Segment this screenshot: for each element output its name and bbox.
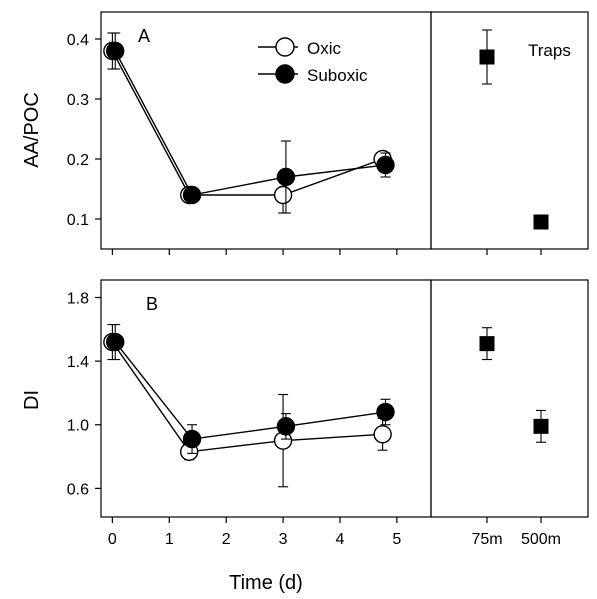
panel-a-oxic-point <box>273 185 293 205</box>
trap-category-label: 75m <box>471 531 502 548</box>
panel-b-suboxic-point <box>276 417 296 436</box>
legend-oxic-label: Oxic <box>307 39 342 58</box>
traps-title: Traps <box>528 41 571 60</box>
panel-a-trap-point <box>479 49 495 65</box>
panel-a-suboxic-point <box>276 167 296 187</box>
panel-b-y-axis-label: DI <box>21 390 43 410</box>
x-tick-label: 4 <box>336 531 345 548</box>
panel-a-trap-point <box>533 214 549 230</box>
x-tick-label: 0 <box>108 531 117 548</box>
panel-b-y-tick-label: 0.6 <box>67 481 89 498</box>
x-tick-label: 1 <box>165 531 174 548</box>
legend-suboxic-label: Suboxic <box>307 66 368 85</box>
panel-a-oxic-line <box>111 50 383 196</box>
trap-category-label: 500m <box>521 531 561 548</box>
panel-b-oxic-line <box>111 341 383 453</box>
panel-a-y-tick-label: 0.2 <box>67 152 89 169</box>
panel-b-y-tick-label: 1.4 <box>67 354 89 371</box>
panel-b-y-tick-label: 1.0 <box>67 418 89 435</box>
panel-b-plot-frame <box>100 279 432 518</box>
legend-suboxic-marker <box>275 64 295 84</box>
x-tick-label: 3 <box>279 531 288 548</box>
panel-a-suboxic-point <box>182 185 202 205</box>
panel-a-y-tick-label: 0.1 <box>67 212 89 229</box>
panel-b-suboxic-point <box>106 332 125 352</box>
panel-a-y-tick-label: 0.3 <box>67 92 89 109</box>
x-tick-label: 5 <box>392 531 401 548</box>
chart-marks: 0.1 0.2 0.3 0.4 0.6 1.0 1.4 1.8 0 1 2 3 4 5 75m 500m <box>67 29 561 548</box>
panel-b-suboxic-point <box>376 402 395 422</box>
panel-a-suboxic-point <box>106 41 125 61</box>
panel-b-traps-frame <box>430 279 589 518</box>
panel-b-suboxic-point <box>182 429 202 449</box>
panel-b-oxic-point <box>373 425 392 444</box>
panel-a-label: A <box>138 26 150 46</box>
panel-a-traps-frame <box>430 11 589 250</box>
legend-oxic-marker <box>275 37 295 57</box>
panel-a-y-tick-label: 0.4 <box>67 32 89 49</box>
panel-a-suboxic-line <box>114 50 386 196</box>
panel-b-y-tick-label: 1.8 <box>67 290 89 307</box>
panel-a-y-axis-label: AA/POC <box>21 92 43 168</box>
panel-b-label: B <box>146 294 158 314</box>
panel-b-trap-point <box>533 418 549 434</box>
x-tick-label: 2 <box>222 531 231 548</box>
panel-b-suboxic-line <box>114 341 386 440</box>
panel-a-suboxic-point <box>376 155 395 175</box>
x-axis-label: Time (d) <box>229 572 303 594</box>
panel-b-trap-point <box>479 336 495 352</box>
